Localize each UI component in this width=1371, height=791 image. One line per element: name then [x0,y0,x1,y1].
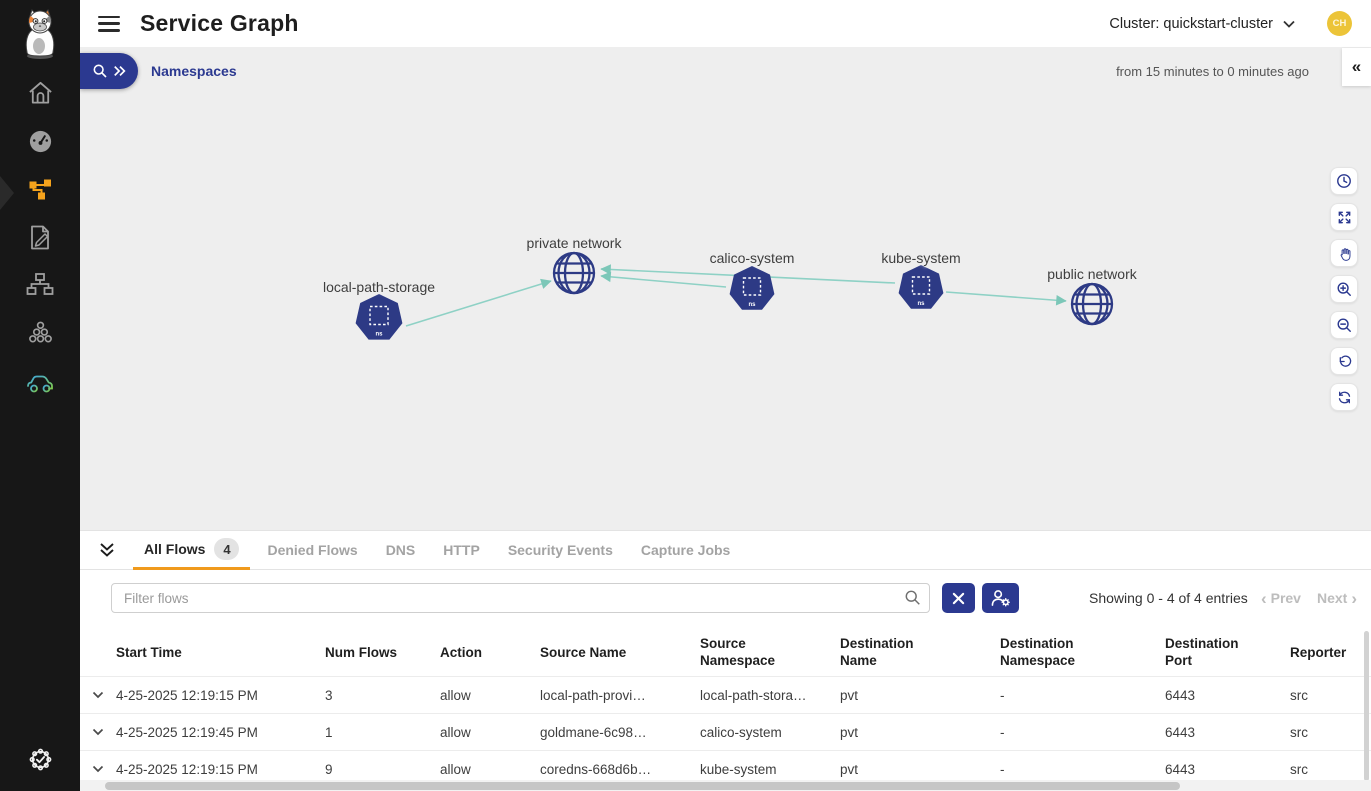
showing-entries-label: Showing 0 - 4 of 4 entries [1089,590,1248,606]
sidebar [0,0,80,791]
svg-text:ns: ns [375,332,383,338]
zoom-out-icon[interactable] [1330,311,1358,339]
svg-text:ns: ns [917,301,925,307]
user-gear-icon [991,590,1010,607]
cluster-selector-label: Cluster: quickstart-cluster [1109,15,1273,32]
table-row[interactable]: 4-25-2025 12:19:15 PM 3 allow local-path… [80,676,1371,713]
time-icon[interactable] [1330,167,1358,195]
node-label[interactable]: kube-system [881,250,961,266]
graph-edges-and-nodes: ns ns [355,251,1114,340]
graph-toolbar: Namespaces from 15 minutes to 0 minutes … [80,47,1371,95]
col-reporter[interactable]: Reporter [1290,644,1347,660]
dashboard-gauge-icon[interactable] [16,127,64,155]
refresh-icon[interactable] [1330,383,1358,411]
collapse-panel-button[interactable]: « [1342,47,1371,86]
node-kube-system[interactable]: ns [898,265,944,309]
main-area: Service Graph Cluster: quickstart-cluste… [80,0,1371,791]
pagination: ‹ Prev Next › [1261,590,1357,607]
tab-dns[interactable]: DNS [385,542,416,558]
page-title: Service Graph [140,10,299,36]
avatar-initials: CH [1332,18,1347,29]
top-bar: Service Graph Cluster: quickstart-cluste… [80,0,1371,47]
flows-tabbar: All Flows 4 Denied Flows DNS HTTP Securi… [80,531,1371,570]
flows-filter-row: Showing 0 - 4 of 4 entries ‹Prev Next› [80,570,1371,626]
avatar[interactable]: CH [1327,11,1352,36]
cluster-selector[interactable]: Cluster: quickstart-cluster [1109,16,1295,32]
flows-table: Start Time Num Flows Action Source Name … [80,626,1371,791]
double-chevron-right-icon [113,66,126,76]
home-icon[interactable] [16,79,64,107]
table-row[interactable]: 4-25-2025 12:19:15 PM 9 allow coredns-66… [80,750,1371,787]
search-icon[interactable] [904,589,921,611]
node-calico-system[interactable]: ns [729,266,775,310]
node-local-path-storage[interactable]: ns [355,294,403,340]
graph-tool-rail [1330,167,1358,411]
table-row[interactable]: 4-25-2025 12:19:45 PM 1 allow goldmane-6… [80,713,1371,750]
col-start-time[interactable]: Start Time [116,644,182,660]
menu-hamburger-icon[interactable] [98,15,120,32]
node-label[interactable]: local-path-storage [322,279,436,295]
policies-icon[interactable] [16,223,64,251]
flows-panel: All Flows 4 Denied Flows DNS HTTP Securi… [80,530,1371,791]
row-expand-chevron-icon[interactable] [80,728,116,736]
cluster-nodes-icon[interactable] [16,319,64,347]
horizontal-scrollbar-track [80,780,1371,791]
close-icon [952,592,965,604]
tab-security-events[interactable]: Security Events [507,542,613,558]
node-label[interactable]: calico-system [709,250,795,266]
certificate-check-icon[interactable] [16,745,64,773]
undo-icon[interactable] [1330,347,1358,375]
calico-cat-logo[interactable] [17,8,63,65]
col-action[interactable]: Action [440,644,482,660]
row-expand-chevron-icon[interactable] [80,691,116,699]
service-graph-canvas[interactable]: ns ns [80,95,1371,530]
tab-all-flows[interactable]: All Flows 4 [133,531,251,570]
user-settings-button[interactable] [982,583,1019,613]
prev-page-button[interactable]: ‹ Prev [1260,588,1301,608]
row-expand-chevron-icon[interactable] [80,765,116,773]
fit-to-screen-icon[interactable] [1330,203,1358,231]
search-icon [93,64,107,78]
node-private-network[interactable] [552,251,596,295]
table-header-row: Start Time Num Flows Action Source Name … [80,626,1371,676]
tab-denied-flows[interactable]: Denied Flows [267,542,358,558]
tab-capture-jobs[interactable]: Capture Jobs [640,542,731,558]
breadcrumb-namespaces[interactable]: Namespaces [151,63,237,79]
pan-hand-icon[interactable] [1330,239,1358,267]
col-source-name[interactable]: Source Name [540,644,627,660]
sidebar-nav [16,79,64,395]
node-label[interactable]: public network [1047,266,1137,282]
col-num-flows[interactable]: Num Flows [325,644,398,660]
col-source-namespace[interactable]: Source Namespace [700,636,776,668]
chevron-down-icon [1283,20,1295,28]
next-page-button[interactable]: Next › [1316,588,1357,608]
double-chevron-down-icon[interactable] [96,531,118,569]
node-label[interactable]: private network [526,235,622,251]
col-destination-port[interactable]: Destination Port [1165,636,1239,668]
horizontal-scrollbar[interactable] [105,781,1180,790]
network-sitemap-icon[interactable] [16,271,64,299]
time-range-label: from 15 minutes to 0 minutes ago [1116,63,1309,79]
col-destination-name[interactable]: Destination Name [840,636,914,668]
node-public-network[interactable] [1070,282,1114,326]
tab-http[interactable]: HTTP [443,542,480,558]
graph-search-button[interactable] [80,53,138,89]
active-item-wedge [0,176,14,210]
zoom-in-icon[interactable] [1330,275,1358,303]
vertical-scrollbar[interactable] [1364,631,1369,781]
svg-text:ns: ns [748,302,756,308]
filter-flows-input[interactable] [111,583,930,613]
col-destination-namespace[interactable]: Destination Namespace [1000,636,1076,668]
service-graph-icon[interactable] [16,175,64,203]
compliance-car-icon[interactable] [16,367,64,395]
clear-filter-button[interactable] [942,583,975,613]
double-chevron-left-icon: « [1351,56,1362,76]
all-flows-count-badge: 4 [214,538,240,560]
